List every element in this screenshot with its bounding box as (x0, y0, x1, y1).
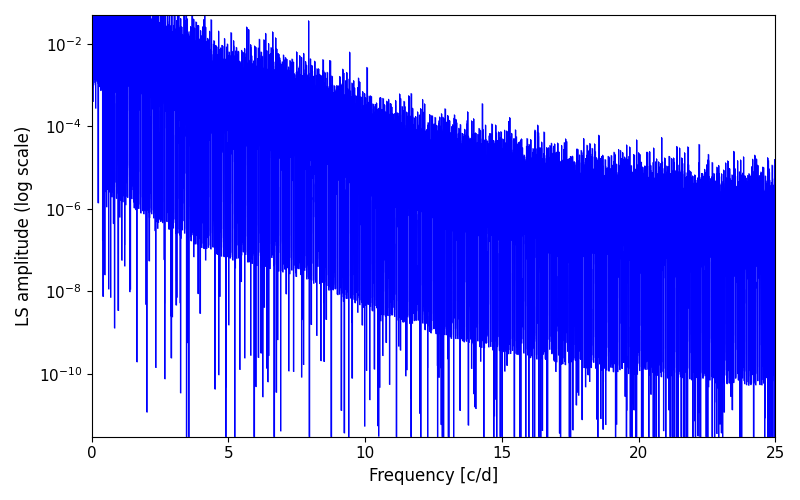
Y-axis label: LS amplitude (log scale): LS amplitude (log scale) (15, 126, 33, 326)
X-axis label: Frequency [c/d]: Frequency [c/d] (369, 467, 498, 485)
